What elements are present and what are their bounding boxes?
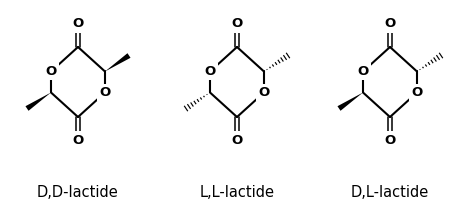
Text: O: O [411, 86, 423, 99]
Text: O: O [100, 86, 110, 99]
Polygon shape [337, 93, 363, 111]
Text: O: O [384, 133, 396, 147]
Text: O: O [357, 65, 369, 78]
Text: O: O [204, 65, 216, 78]
Text: O: O [258, 86, 270, 99]
Text: L,L-lactide: L,L-lactide [200, 184, 274, 200]
Text: D,D-lactide: D,D-lactide [37, 184, 119, 200]
Text: O: O [73, 133, 83, 147]
Text: O: O [46, 65, 56, 78]
Polygon shape [26, 93, 51, 111]
Text: D,L-lactide: D,L-lactide [351, 184, 429, 200]
Text: O: O [384, 18, 396, 30]
Text: O: O [73, 18, 83, 30]
Text: O: O [231, 133, 243, 147]
Polygon shape [105, 53, 130, 71]
Text: O: O [231, 18, 243, 30]
